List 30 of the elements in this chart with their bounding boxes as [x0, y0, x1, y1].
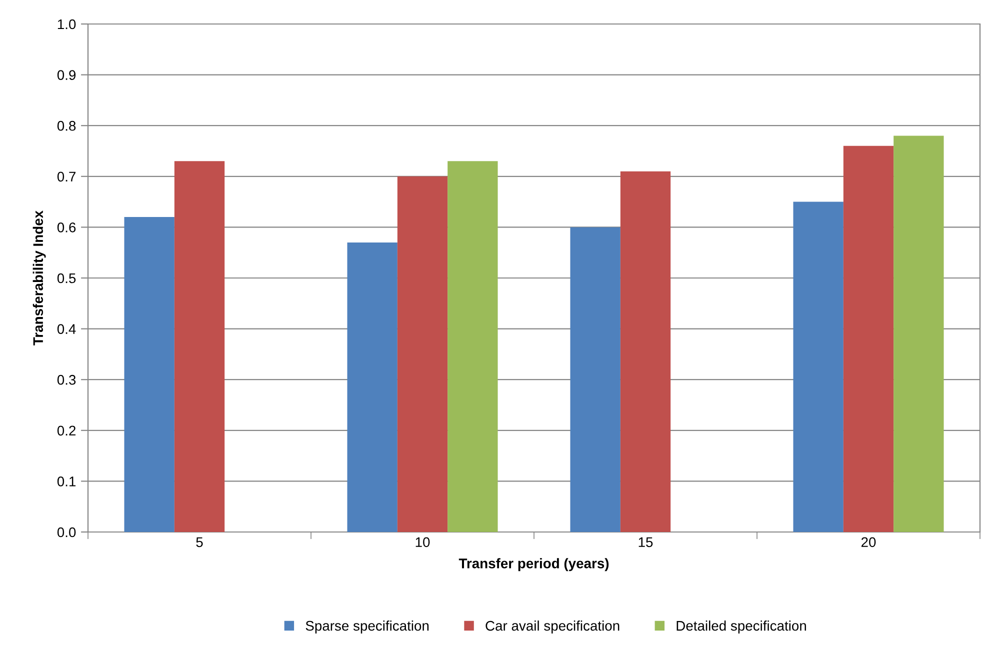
- y-tick-label: 0.3: [57, 374, 76, 385]
- bar: [397, 176, 448, 532]
- y-tick-label: 0.6: [57, 222, 76, 232]
- y-tick-label: 0.8: [57, 120, 76, 131]
- x-tick-label: 5: [196, 537, 203, 548]
- bar: [347, 242, 398, 532]
- bar: [793, 202, 844, 532]
- bar: [570, 227, 620, 532]
- bar: [448, 161, 498, 532]
- y-tick-label: 0.9: [57, 70, 76, 80]
- y-tick-label: 1.0: [58, 19, 76, 30]
- bar: [124, 217, 174, 532]
- y-tick-label: 0.2: [57, 426, 76, 436]
- y-tick-label: 0.7: [57, 172, 76, 182]
- y-tick-label: 0.5: [57, 273, 76, 284]
- legend-label: Sparse specification: [306, 620, 429, 634]
- bar: [620, 171, 671, 532]
- x-tick-label: 10: [416, 537, 430, 548]
- y-tick-label: 0.0: [57, 527, 76, 538]
- x-tick-label: 20: [861, 537, 876, 548]
- legend-label: Detailed specification: [676, 620, 806, 634]
- y-tick-label: 0.4: [57, 324, 76, 334]
- y-tick-label: 0.1: [57, 476, 76, 486]
- bar: [894, 136, 944, 532]
- bar: [174, 161, 225, 532]
- bar: [843, 146, 894, 532]
- x-tick-label: 15: [638, 537, 653, 548]
- y-axis-title: Transferability Index: [32, 210, 46, 346]
- x-axis-title: Transfer period (years): [458, 558, 609, 572]
- legend-label: Car avail specification: [486, 620, 620, 634]
